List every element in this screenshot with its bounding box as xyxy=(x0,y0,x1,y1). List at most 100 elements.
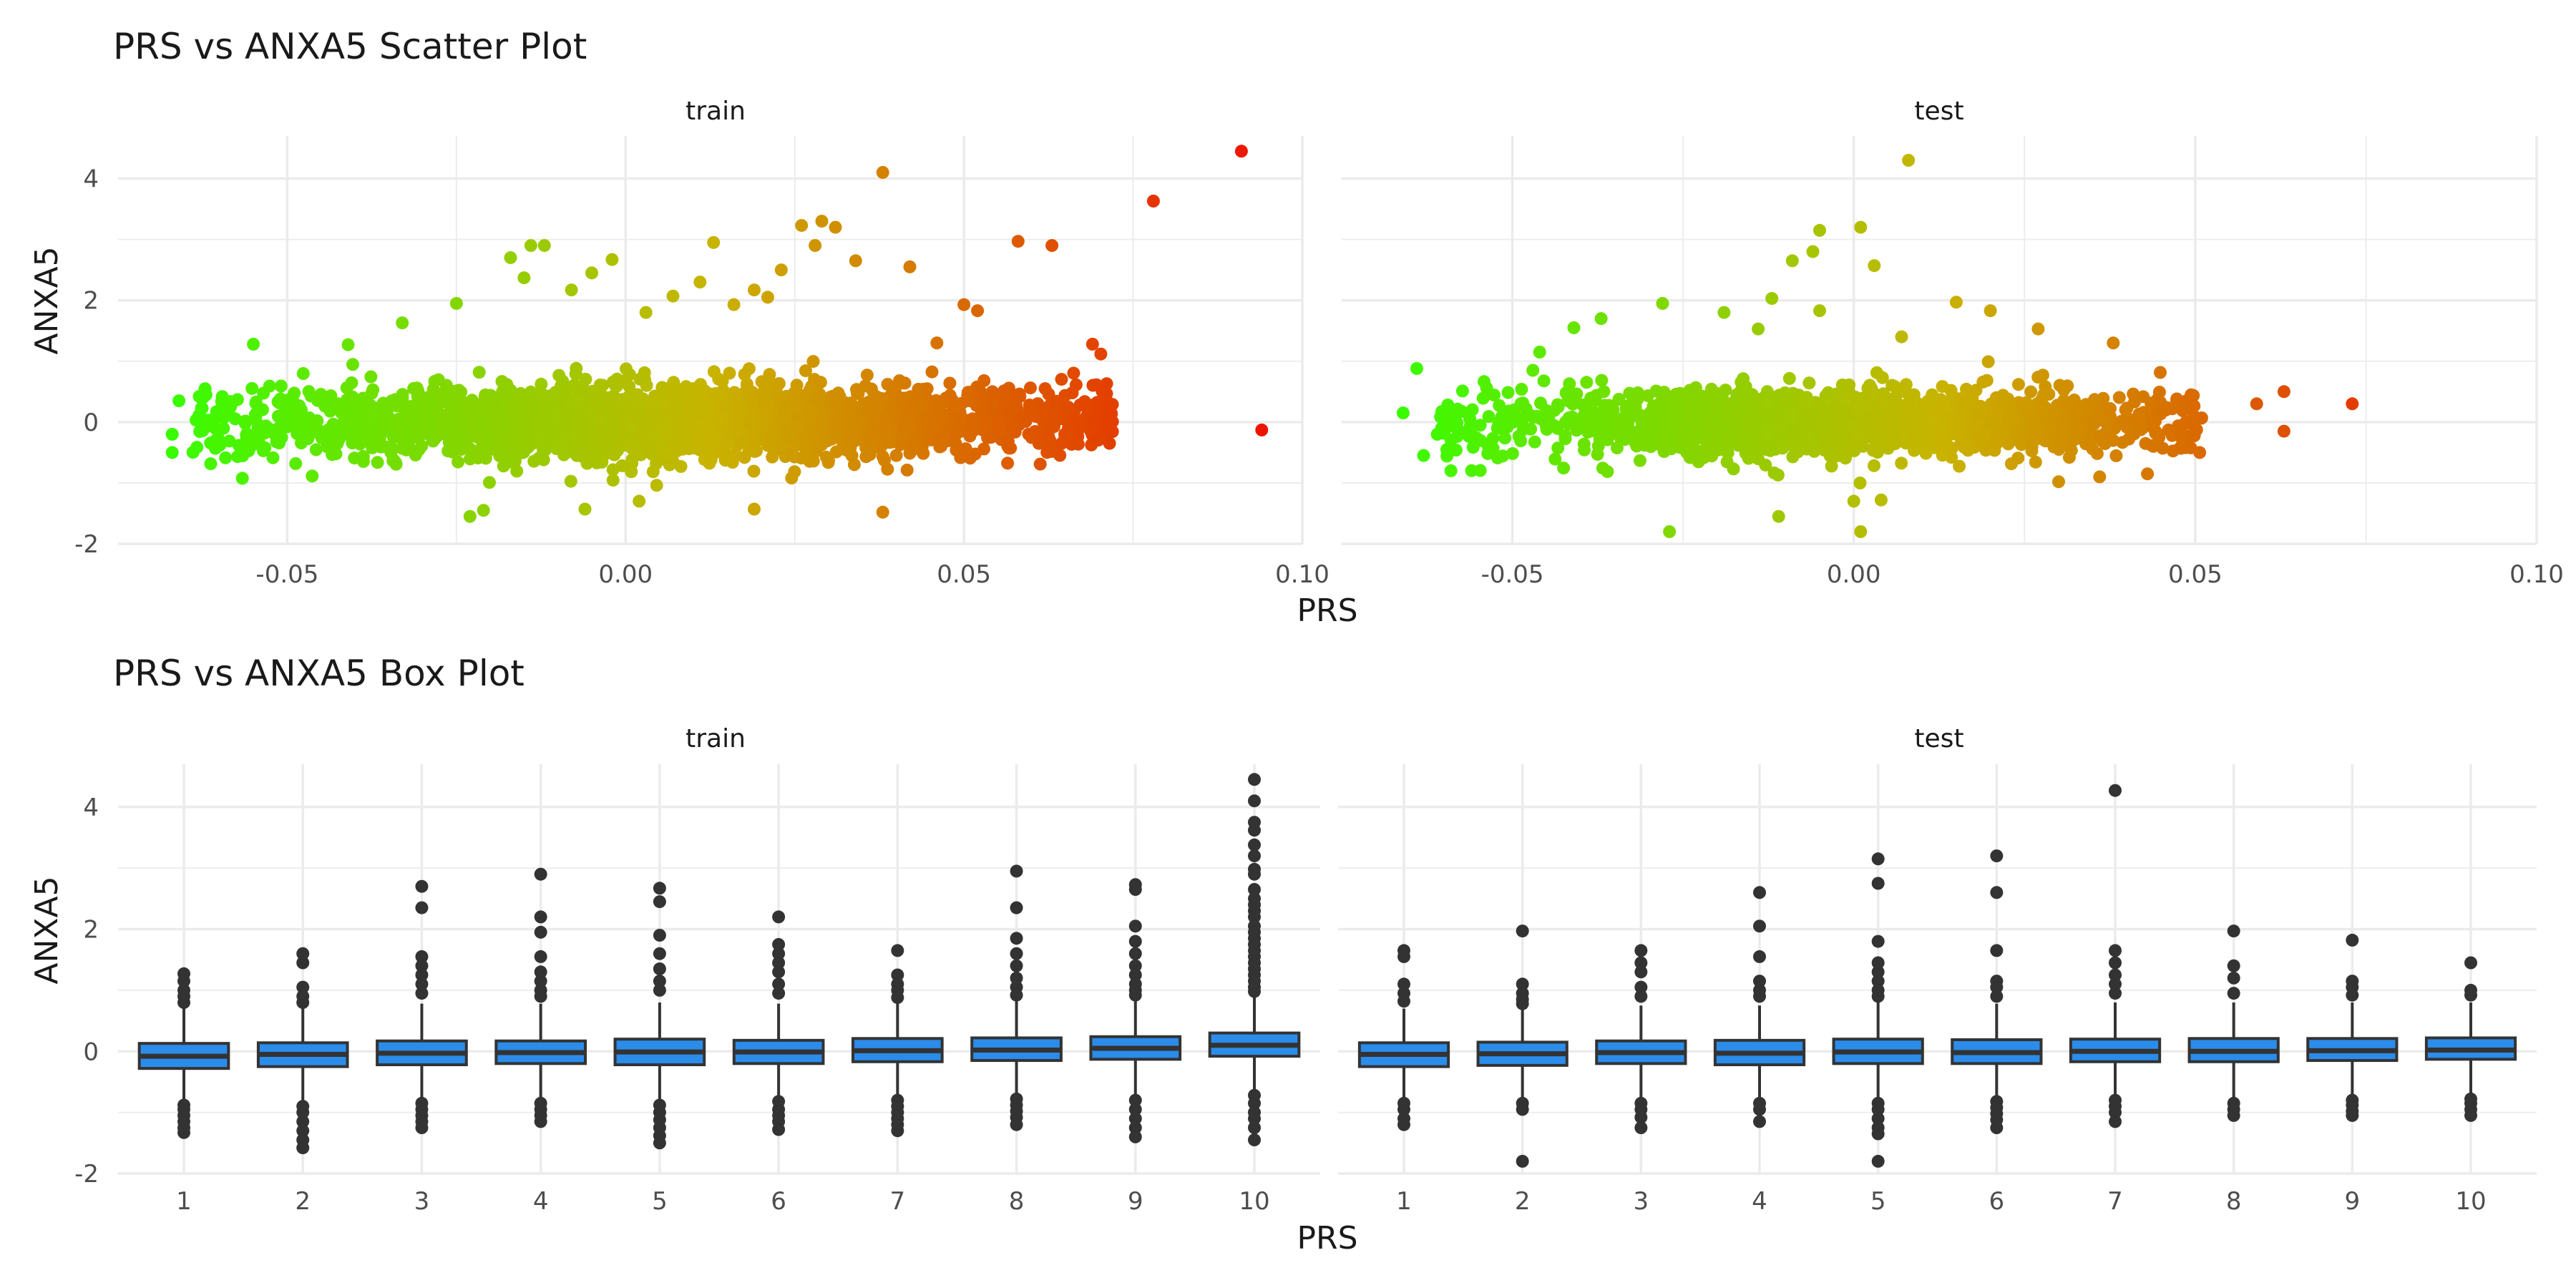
scatter-point xyxy=(1578,407,1591,421)
scatter-point xyxy=(1888,437,1902,451)
box-outlier xyxy=(415,987,429,1000)
scatter-point xyxy=(639,306,653,319)
box-outlier xyxy=(1248,849,1261,863)
box-outlier xyxy=(296,1115,310,1128)
scatter-point xyxy=(1839,452,1852,465)
scatter-point xyxy=(1594,312,1608,326)
scatter-y-tick-label: 4 xyxy=(83,165,99,194)
scatter-point xyxy=(1102,402,1116,416)
scatter-point xyxy=(649,408,663,421)
box-outlier xyxy=(2109,987,2122,1000)
scatter-point xyxy=(1674,441,1687,454)
box-outlier xyxy=(1128,1112,1142,1126)
scatter-point xyxy=(593,416,607,430)
scatter-point xyxy=(1476,391,1490,405)
box-strip-label-test: test xyxy=(1914,724,1963,753)
scatter-point xyxy=(707,235,721,249)
scatter-point xyxy=(630,396,644,410)
scatter-point xyxy=(192,390,206,404)
box-outlier xyxy=(1634,956,1648,970)
scatter-point xyxy=(1813,304,1826,318)
scatter-point xyxy=(1953,459,1966,473)
scatter-point xyxy=(2025,439,2039,453)
scatter-point xyxy=(2277,385,2290,399)
scatter-point xyxy=(912,383,925,396)
scatter-point xyxy=(329,447,343,461)
box-outlier xyxy=(1128,883,1142,896)
scatter-point xyxy=(271,409,285,423)
box-outlier xyxy=(415,959,429,972)
scatter-point xyxy=(1736,434,1750,448)
box-outlier xyxy=(2346,988,2359,1002)
scatter-point xyxy=(478,390,492,404)
scatter-point xyxy=(620,400,633,414)
scatter-point xyxy=(1854,525,1868,538)
scatter-point xyxy=(2145,439,2159,452)
scatter-point xyxy=(2031,426,2044,440)
box-outlier xyxy=(1871,1127,1885,1141)
scatter-point xyxy=(433,419,447,432)
scatter-point xyxy=(1888,425,1902,439)
scatter-point xyxy=(1663,525,1677,538)
box-outlier xyxy=(2109,1115,2122,1128)
box-outlier xyxy=(296,1141,310,1155)
scatter-point xyxy=(559,409,572,422)
scatter-point xyxy=(1612,393,1626,406)
scatter-point xyxy=(366,441,379,454)
box-outlier xyxy=(1128,1103,1142,1116)
box-outlier xyxy=(1248,985,1261,998)
scatter-point xyxy=(274,379,288,393)
box-outlier xyxy=(1871,877,1885,890)
scatter-point xyxy=(615,459,629,472)
scatter-point xyxy=(1782,371,1796,385)
scatter-point xyxy=(584,452,597,465)
scatter-point xyxy=(1498,431,1512,445)
scatter-point xyxy=(712,413,726,426)
box-outlier xyxy=(1753,919,1766,933)
scatter-point xyxy=(927,420,940,433)
scatter-point xyxy=(364,370,378,384)
scatter-point xyxy=(2029,455,2042,469)
scatter-point xyxy=(925,365,939,379)
box-5 xyxy=(1832,852,1924,1168)
scatter-point xyxy=(2145,396,2158,410)
box-outlier xyxy=(1634,1111,1648,1124)
scatter-point xyxy=(537,239,551,253)
scatter-point xyxy=(847,427,860,441)
scatter-point xyxy=(341,338,355,351)
scatter-point xyxy=(748,502,761,516)
box-outlier xyxy=(2109,784,2122,797)
scatter-point xyxy=(930,394,943,407)
scatter-point xyxy=(2011,378,2025,391)
scatter-point xyxy=(1444,419,1458,433)
scatter-point xyxy=(620,362,633,376)
scatter-point xyxy=(1545,419,1558,433)
scatter-point xyxy=(880,419,894,433)
scatter-point xyxy=(1055,373,1068,386)
scatter-x-tick-label: 0.10 xyxy=(1275,560,1330,589)
scatter-point xyxy=(1742,452,1755,465)
scatter-point xyxy=(606,474,620,487)
box-outlier xyxy=(1128,959,1142,972)
box-outlier xyxy=(1990,886,2004,899)
box-outlier xyxy=(177,996,190,1009)
box-outlier xyxy=(1753,1115,1766,1128)
scatter-point xyxy=(718,427,732,441)
scatter-point xyxy=(1001,457,1015,470)
scatter-point xyxy=(1519,402,1533,416)
scatter-point xyxy=(1877,433,1890,447)
scatter-point xyxy=(844,396,858,410)
scatter-point xyxy=(2002,403,2016,416)
scatter-point xyxy=(1968,419,1981,432)
scatter-point xyxy=(1679,389,1693,403)
scatter-point xyxy=(483,476,496,489)
box-x-tick-label: 6 xyxy=(1989,1187,2005,1216)
scatter-point xyxy=(894,436,908,449)
scatter-point xyxy=(2003,414,2016,427)
scatter-x-tick-label: 0.00 xyxy=(598,560,653,589)
scatter-point xyxy=(967,422,980,436)
scatter-point xyxy=(1004,403,1017,416)
scatter-point xyxy=(646,465,660,479)
scatter-x-tick-label: -0.05 xyxy=(255,560,318,589)
scatter-point xyxy=(1723,397,1737,411)
